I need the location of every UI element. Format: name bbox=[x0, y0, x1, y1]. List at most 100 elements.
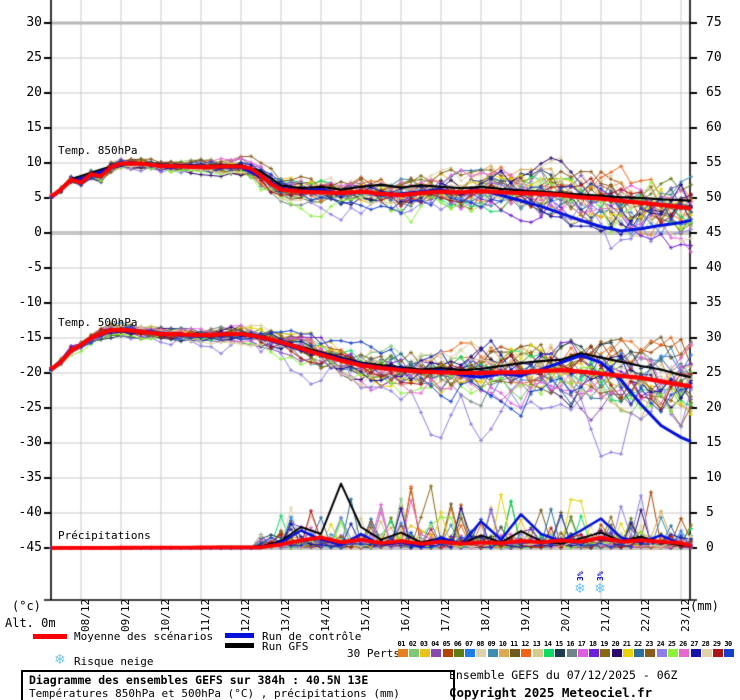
x-axis-date-label: 22/12 bbox=[639, 598, 652, 632]
ensemble-chart-canvas bbox=[0, 0, 740, 610]
pert-color-swatch bbox=[431, 649, 442, 657]
x-axis-date-label: 10/12 bbox=[159, 598, 172, 632]
x-axis-date-label: 08/12 bbox=[79, 598, 92, 632]
pert-number: 13 bbox=[532, 640, 541, 648]
y-axis-left-label: -15 bbox=[18, 330, 42, 345]
snow-risk-marker: ❄ bbox=[594, 581, 606, 597]
pert-number: 27 bbox=[690, 640, 699, 648]
snow-risk-marker: ❄ bbox=[574, 581, 586, 597]
pert-number: 17 bbox=[577, 640, 586, 648]
y-axis-left-label: 30 bbox=[26, 15, 42, 30]
y-axis-left-label: -5 bbox=[26, 260, 42, 275]
y-axis-left-label: 15 bbox=[26, 120, 42, 135]
x-axis-date-label: 16/12 bbox=[399, 598, 412, 632]
pert-color-swatch bbox=[634, 649, 645, 657]
pert-color-swatch bbox=[724, 649, 735, 657]
pert-number: 19 bbox=[600, 640, 608, 648]
right-axis-unit: (mm) bbox=[690, 599, 719, 613]
y-axis-right-label: 60 bbox=[706, 120, 722, 135]
pert-number: 10 bbox=[498, 640, 507, 648]
y-axis-left-label: -30 bbox=[18, 435, 42, 450]
pert-color-swatch bbox=[442, 649, 453, 657]
y-axis-left-label: -20 bbox=[18, 365, 42, 380]
diagram-title: Diagramme des ensembles GEFS sur 384h : … bbox=[29, 673, 369, 687]
pert-number: 18 bbox=[589, 640, 597, 648]
mean-legend-swatch bbox=[33, 634, 67, 639]
pert-color-swatch bbox=[453, 649, 464, 657]
y-axis-left-label: -45 bbox=[18, 540, 42, 555]
pert-color-swatch bbox=[679, 649, 690, 657]
y-axis-right-label: 70 bbox=[706, 50, 722, 65]
pert-number: 06 bbox=[453, 640, 462, 648]
y-axis-right-label: 5 bbox=[706, 505, 714, 520]
x-axis-date-label: 17/12 bbox=[439, 598, 452, 632]
section-label-500hpa: Temp. 500hPa bbox=[58, 316, 138, 329]
y-axis-right-label: 40 bbox=[706, 260, 722, 275]
diagram-subtitle: Températures 850hPa et 500hPa (°C) , pré… bbox=[29, 687, 400, 700]
x-axis-date-label: 18/12 bbox=[479, 598, 492, 632]
gfs-legend-label: Run GFS bbox=[262, 640, 309, 653]
y-axis-right-label: 20 bbox=[706, 400, 722, 415]
y-axis-left-label: -10 bbox=[18, 295, 42, 310]
pert-number: 22 bbox=[634, 640, 642, 648]
pert-color-swatch bbox=[498, 649, 509, 657]
pert-number: 23 bbox=[645, 640, 653, 648]
pert-number: 14 bbox=[544, 640, 552, 648]
left-axis-unit: (°c) bbox=[12, 599, 41, 613]
y-axis-right-label: 25 bbox=[706, 365, 722, 380]
x-axis-date-label: 12/12 bbox=[239, 598, 252, 632]
snowflake-icon: ❄ bbox=[54, 652, 66, 668]
pert-color-swatch bbox=[465, 649, 476, 657]
pert-color-swatch bbox=[600, 649, 611, 657]
section-label-precipitations: Précipitations bbox=[58, 529, 151, 542]
y-axis-right-label: 10 bbox=[706, 470, 722, 485]
mean-legend-label: Moyenne des scénarios bbox=[74, 630, 214, 643]
pert-number: 05 bbox=[442, 640, 451, 648]
y-axis-left-label: 5 bbox=[34, 190, 42, 205]
pert-number: 28 bbox=[701, 640, 710, 648]
pert-color-swatch bbox=[420, 649, 431, 657]
pert-number: 26 bbox=[679, 640, 687, 648]
pert-color-swatch bbox=[577, 649, 588, 657]
pert-number: 01 bbox=[397, 640, 406, 648]
y-axis-left-label: -40 bbox=[18, 505, 42, 520]
control-legend-swatch bbox=[225, 633, 254, 638]
perts-legend-label: 30 Perts. bbox=[347, 647, 407, 660]
copyright: Copyright 2025 Meteociel.fr bbox=[449, 685, 653, 700]
y-axis-left-label: -25 bbox=[18, 400, 42, 415]
pert-color-swatch bbox=[555, 649, 566, 657]
pert-color-swatch bbox=[713, 649, 724, 657]
y-axis-right-label: 0 bbox=[706, 540, 714, 555]
y-axis-left-label: 0 bbox=[34, 225, 42, 240]
pert-color-swatch bbox=[476, 649, 487, 657]
pert-color-swatch bbox=[611, 649, 622, 657]
y-axis-right-label: 45 bbox=[706, 225, 722, 240]
pert-color-swatch bbox=[521, 649, 532, 657]
section-label-850hpa: Temp. 850hPa bbox=[58, 144, 138, 157]
y-axis-right-label: 65 bbox=[706, 85, 722, 100]
pert-color-swatch bbox=[566, 649, 577, 657]
run-info: Ensemble GEFS du 07/12/2025 - 06Z bbox=[449, 668, 678, 682]
pert-number: 07 bbox=[465, 640, 473, 648]
x-axis-date-label: 13/12 bbox=[279, 598, 292, 632]
pert-color-swatch bbox=[589, 649, 600, 657]
x-axis-date-label: 09/12 bbox=[119, 598, 132, 632]
control-legend-label: Run de contrôle bbox=[262, 630, 362, 643]
y-axis-right-label: 75 bbox=[706, 15, 722, 30]
snow-risk-legend-label: Risque neige bbox=[74, 655, 154, 668]
y-axis-left-label: 25 bbox=[26, 50, 42, 65]
pert-color-swatch bbox=[510, 649, 521, 657]
pert-color-swatch bbox=[645, 649, 656, 657]
pert-number: 15 bbox=[555, 640, 563, 648]
pert-color-swatch bbox=[622, 649, 633, 657]
pert-color-swatch bbox=[544, 649, 554, 657]
pert-color-swatch bbox=[487, 649, 498, 657]
title-box: Diagramme des ensembles GEFS sur 384h : … bbox=[21, 670, 455, 700]
snow-risk-percent: 3% bbox=[576, 571, 585, 581]
x-axis-date-label: 11/12 bbox=[199, 598, 212, 632]
pert-number: 20 bbox=[611, 640, 620, 648]
y-axis-left-label: -35 bbox=[18, 470, 42, 485]
pert-number: 04 bbox=[431, 640, 439, 648]
y-axis-left-label: 10 bbox=[26, 155, 42, 170]
